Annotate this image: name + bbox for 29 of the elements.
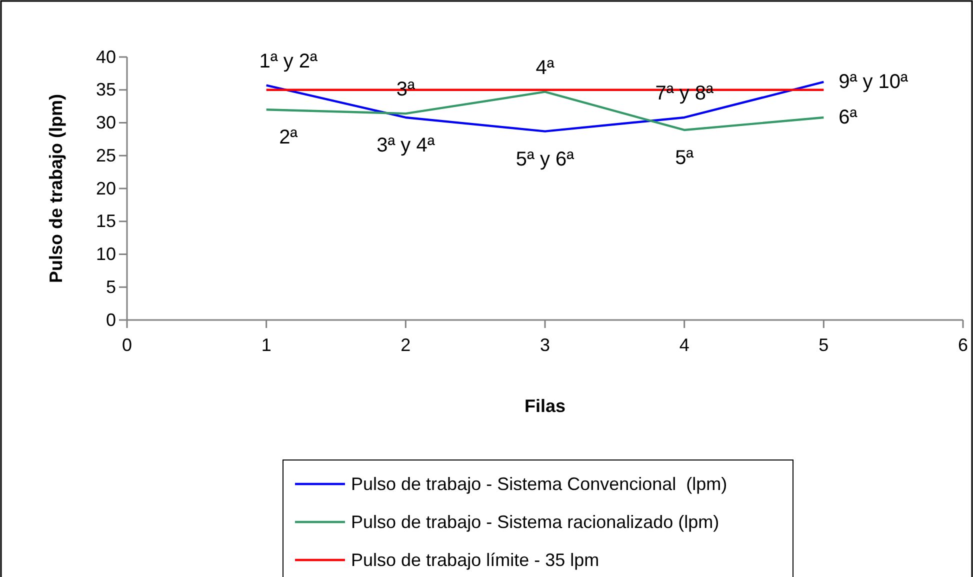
y-tick-label: 25 [96, 145, 116, 166]
x-axis-title: Filas [524, 396, 566, 416]
y-tick-label: 40 [96, 46, 116, 67]
annotation: 4ª [536, 56, 555, 79]
annotation: 5ª [675, 146, 694, 169]
y-tick-label: 0 [106, 310, 116, 330]
annotation: 3ª y 4ª [376, 134, 436, 156]
legend-label: Pulso de trabajo - Sistema racionalizado (lpm) [351, 512, 720, 532]
annotation: 5ª y 6ª [516, 148, 575, 170]
y-tick-label: 20 [96, 178, 116, 198]
annotation: 6ª [838, 106, 858, 128]
annotation: 1ª y 2ª [259, 50, 318, 72]
annotation: 2ª [279, 126, 298, 149]
x-tick-label: 3 [540, 334, 550, 355]
x-tick-label: 4 [679, 334, 690, 355]
legend-label: Pulso de trabajo límite - 35 lpm [351, 550, 600, 570]
annotation: 9ª y 10ª [838, 70, 909, 93]
x-tick-label: 5 [818, 334, 829, 355]
x-tick-label: 6 [958, 334, 968, 355]
y-tick-label: 10 [96, 244, 116, 264]
x-tick-label: 0 [122, 334, 132, 355]
x-tick-label: 1 [261, 334, 272, 355]
legend-label: Pulso de trabajo - Sistema Convencional (lpm) [351, 474, 728, 494]
x-tick-label: 2 [400, 334, 411, 355]
y-tick-label: 30 [96, 112, 116, 133]
y-axis-title: Pulso de trabajo (lpm) [46, 94, 66, 284]
y-tick-label: 5 [106, 276, 116, 297]
y-tick-label: 15 [96, 211, 116, 232]
y-tick-label: 35 [96, 80, 116, 100]
